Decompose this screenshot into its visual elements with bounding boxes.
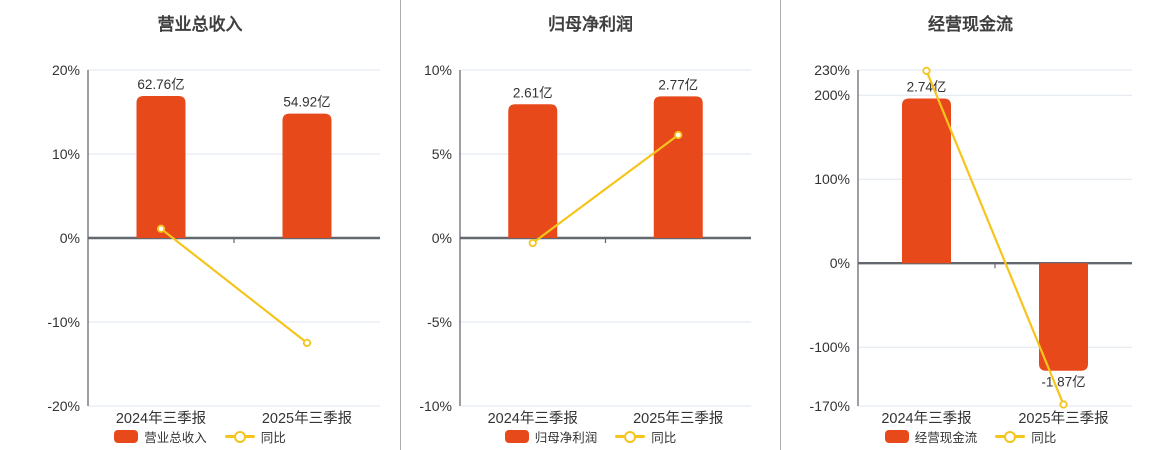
y-tick-label: 100% xyxy=(814,171,850,187)
net-profit-chart-canvas: 10% 5% 0% -5% -10% 2.61亿 2.77亿 2024年三季报 2025年三季报 xyxy=(419,62,751,427)
bar-value-label: 2.61亿 xyxy=(513,85,553,100)
yoy-marker xyxy=(674,130,683,140)
legend-bar-label: 营业总收入 xyxy=(144,431,207,445)
legend-cash-flow: 经营现金流 同比 xyxy=(781,427,1160,446)
y-tick-label: -100% xyxy=(810,339,850,355)
legend-line-label: 同比 xyxy=(260,431,286,445)
x-axis-label: 2024年三季报 xyxy=(116,410,206,427)
yoy-line xyxy=(531,133,680,245)
legend-line-label: 同比 xyxy=(1031,431,1057,445)
x-axis-label: 2025年三季报 xyxy=(262,410,352,427)
legend-bar-label: 归母净利润 xyxy=(534,431,598,445)
y-tick-label: 5% xyxy=(432,146,452,162)
y-tick-label: 0% xyxy=(830,255,850,271)
chart-title-cash-flow: 经营现金流 xyxy=(928,15,1013,34)
legend-revenue: 营业总收入 同比 xyxy=(0,427,400,446)
bar-value-label: 2.77亿 xyxy=(658,77,698,92)
legend-item-cash-flow-bar[interactable]: 经营现金流 xyxy=(884,427,978,446)
line-swatch-icon xyxy=(224,430,255,443)
cash-flow-chart-canvas: 230% 200% 100% 0% -100% -170% 2.74亿 -1.87亿 2024年… xyxy=(810,62,1132,427)
circle-marker-icon xyxy=(1004,430,1017,443)
panel-net-profit: 归母净利润 10% 5% 0% -5% -10% 2.61亿 2.77亿 2024年三季报 20… xyxy=(400,0,780,450)
y-tick-label: 200% xyxy=(814,87,850,103)
legend-line-label: 同比 xyxy=(651,431,677,445)
yoy-marker xyxy=(302,338,312,348)
y-tick-label: -5% xyxy=(427,314,452,330)
y-tick-label: -20% xyxy=(47,398,80,414)
yoy-marker xyxy=(528,238,537,248)
bar-value-label: 62.76亿 xyxy=(137,77,184,92)
legend-item-net-profit-yoy[interactable]: 同比 xyxy=(615,427,676,446)
bar-swatch-icon xyxy=(504,430,529,443)
legend-item-revenue-yoy[interactable]: 同比 xyxy=(224,427,286,446)
line-swatch-icon xyxy=(995,430,1026,443)
x-axis-label: 2025年三季报 xyxy=(633,410,723,427)
y-tick-label: 10% xyxy=(424,62,452,78)
bar xyxy=(1039,263,1088,371)
chart-title-revenue: 营业总收入 xyxy=(157,15,243,34)
y-tick-label: 230% xyxy=(814,62,850,78)
legend-item-net-profit-bar[interactable]: 归母净利润 xyxy=(504,427,598,446)
y-tick-label: 0% xyxy=(60,230,80,246)
x-axis-label: 2024年三季报 xyxy=(881,410,971,427)
bar xyxy=(282,113,332,238)
bar xyxy=(902,98,951,264)
y-tick-label: -10% xyxy=(419,398,452,414)
circle-marker-icon xyxy=(233,430,246,443)
x-axis-label: 2025年三季报 xyxy=(1018,410,1108,427)
bar-value-label: 54.92亿 xyxy=(283,95,330,110)
bar-swatch-icon xyxy=(114,430,139,443)
panel-operating-cash-flow: 经营现金流 230% 200% 100% 0% -100% -170% 2.74亿 -1.87… xyxy=(780,0,1160,450)
yoy-marker xyxy=(922,66,931,75)
bar-swatch-icon xyxy=(884,430,909,443)
y-tick-label: -170% xyxy=(810,398,850,414)
bar xyxy=(508,104,558,238)
chart-title-net-profit: 归母净利润 xyxy=(548,15,633,34)
legend-item-cash-flow-yoy[interactable]: 同比 xyxy=(995,427,1056,446)
yoy-line xyxy=(925,69,1065,406)
y-tick-label: 20% xyxy=(52,62,80,78)
bar-value-label: 2.74亿 xyxy=(907,80,947,95)
panel-operating-revenue: 营业总收入 20% 10% 0% -10% -20% 62.76亿 54.92亿 2024年三… xyxy=(0,0,400,450)
y-tick-label: -10% xyxy=(47,314,80,330)
line-swatch-icon xyxy=(615,430,646,443)
legend-item-revenue-bar[interactable]: 营业总收入 xyxy=(114,427,207,446)
legend-net-profit: 归母净利润 同比 xyxy=(401,427,780,446)
x-axis-label: 2024年三季报 xyxy=(488,410,578,427)
revenue-chart-canvas: 20% 10% 0% -10% -20% 62.76亿 54.92亿 2024年三季报 2025… xyxy=(47,62,380,427)
legend-bar-label: 经营现金流 xyxy=(914,431,978,445)
circle-marker-icon xyxy=(624,430,637,443)
yoy-marker xyxy=(1059,400,1068,409)
bar xyxy=(653,96,703,238)
bar xyxy=(136,96,186,238)
y-tick-label: 0% xyxy=(432,230,452,246)
yoy-line xyxy=(159,227,309,345)
yoy-marker xyxy=(156,224,166,233)
y-tick-label: 10% xyxy=(52,146,80,162)
bar-value-label: -1.87亿 xyxy=(1041,375,1085,390)
